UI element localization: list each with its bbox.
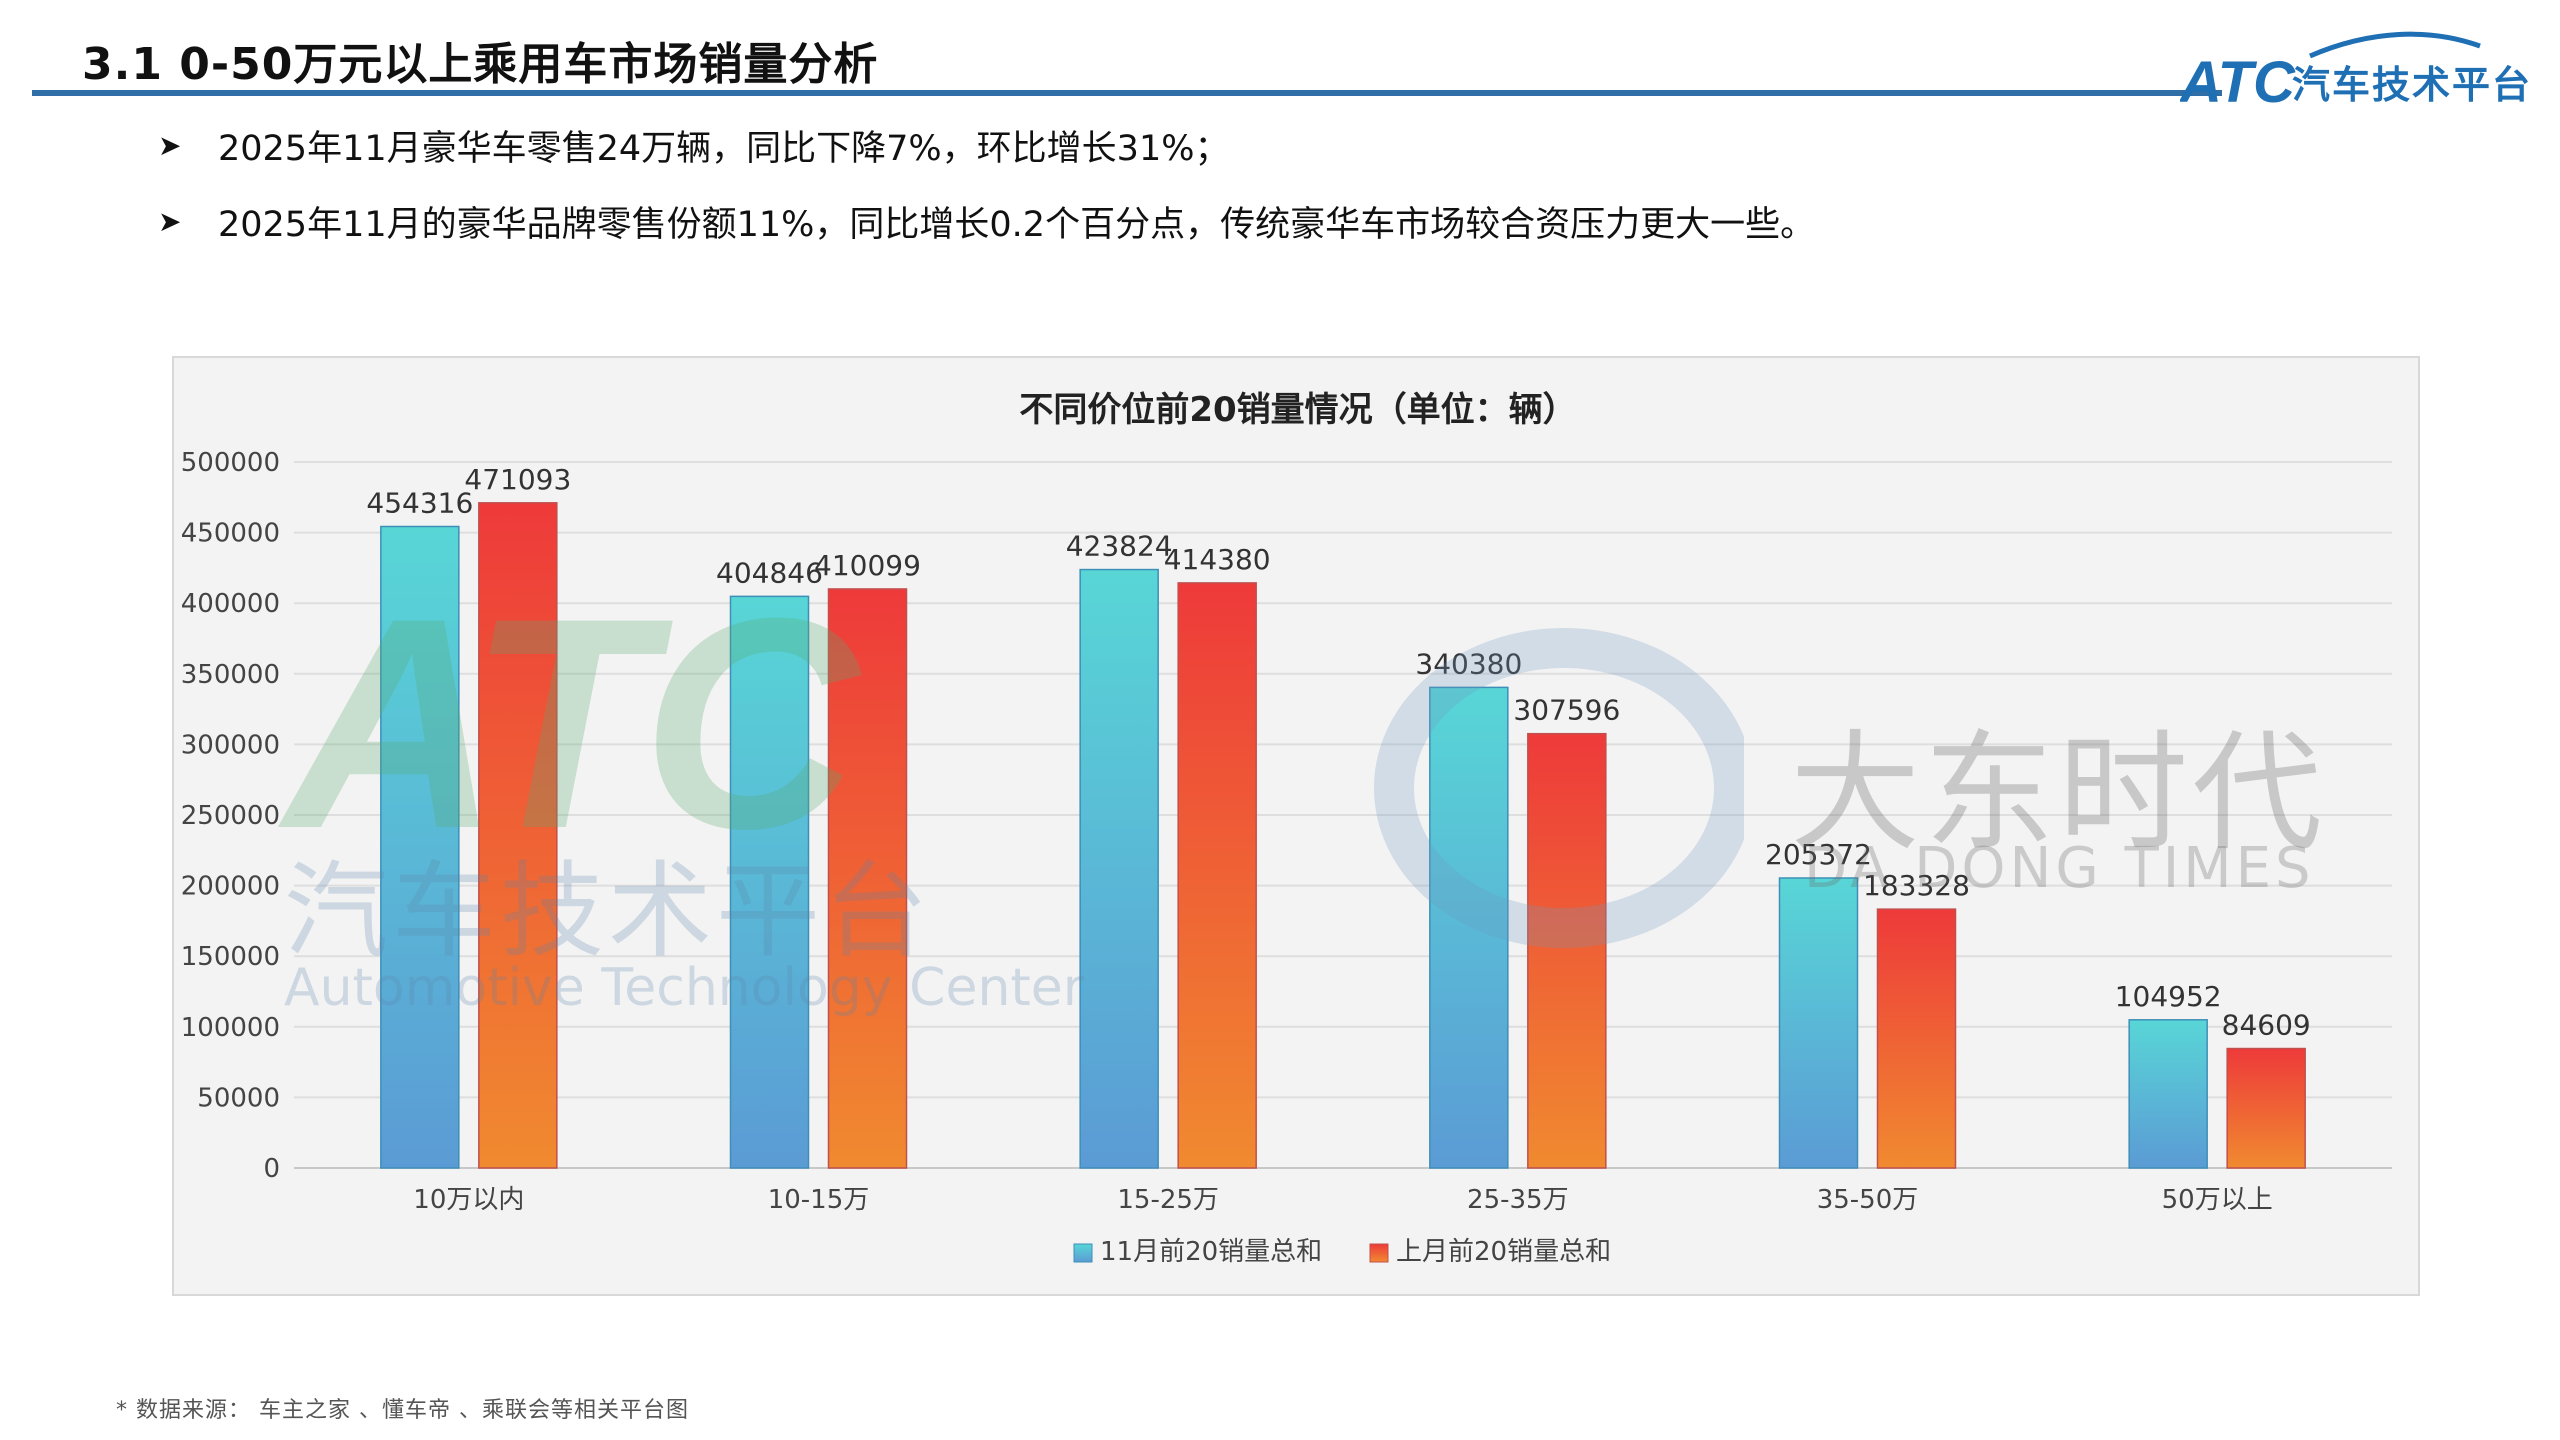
x-tick-label: 10万以内 xyxy=(413,1185,524,1215)
bullet-item: ➤ 2025年11月豪华车零售24万辆，同比下降7%，环比增长31%； xyxy=(158,122,1815,169)
bar-series-1 xyxy=(1079,568,1159,1169)
bar-series-2 xyxy=(827,588,908,1169)
logo-mark: ATC xyxy=(2180,50,2296,112)
chart-title: 不同价位前20销量情况（单位：辆） xyxy=(1019,390,1577,430)
legend-label: 上月前20销量总和 xyxy=(1396,1237,1611,1267)
data-label: 307596 xyxy=(1513,694,1620,727)
y-tick-label: 350000 xyxy=(181,660,280,690)
bar-series-2 xyxy=(2226,1047,2306,1169)
bullet-item: ➤ 2025年11月的豪华品牌零售份额11%，同比增长0.2个百分点，传统豪华车… xyxy=(158,198,1816,245)
bar-series-2 xyxy=(1876,908,1957,1169)
bullet-text: 2025年11月的豪华品牌零售份额11%，同比增长0.2个百分点，传统豪华车市场… xyxy=(218,204,1816,245)
x-tick-label: 50万以上 xyxy=(2162,1185,2273,1215)
bar-series-2 xyxy=(1177,582,1257,1169)
bar-series-1 xyxy=(2128,1019,2208,1169)
x-tick-label: 25-35万 xyxy=(1467,1185,1569,1215)
x-tick-label: 15-25万 xyxy=(1117,1185,1219,1215)
chart-panel: 0 50000 100000 150000 200000 250000 300000 3500… xyxy=(172,356,2420,1296)
x-tick-label: 10-15万 xyxy=(768,1185,870,1215)
bullet-text: 2025年11月豪华车零售24万辆，同比下降7%，环比增长31%； xyxy=(218,128,1230,169)
data-label: 340380 xyxy=(1415,647,1522,680)
bar-series-1 xyxy=(1429,686,1509,1169)
legend-swatch xyxy=(1369,1243,1389,1263)
atc-logo: ATC xyxy=(2180,31,2481,112)
logo-car-arc-icon xyxy=(2309,31,2481,59)
y-tick-label: 400000 xyxy=(181,589,280,619)
data-label: 454316 xyxy=(366,487,473,520)
y-tick-label: 0 xyxy=(263,1154,280,1184)
logo-subtitle: 汽车技术平台 xyxy=(2292,63,2533,107)
bar-series-2 xyxy=(478,502,558,1169)
y-tick-label: 450000 xyxy=(181,519,280,549)
source-note: * 数据来源： 车主之家 、懂车帝 、乘联会等相关平台图 xyxy=(116,1398,689,1423)
data-label: 84609 xyxy=(2222,1009,2311,1042)
bullet-list: ➤ 2025年11月豪华车零售24万辆，同比下降7%，环比增长31%； ➤ 20… xyxy=(158,122,1815,274)
bar-chart: 0 50000 100000 150000 200000 250000 300000 3500… xyxy=(181,448,2392,1267)
legend-label: 11月前20销量总和 xyxy=(1100,1237,1322,1267)
data-label: 423824 xyxy=(1066,530,1173,563)
y-tick-label: 250000 xyxy=(181,801,280,831)
data-label: 414380 xyxy=(1164,543,1271,576)
y-tick-label: 200000 xyxy=(181,872,280,902)
data-label: 471093 xyxy=(464,463,571,496)
data-label: 104952 xyxy=(2115,980,2222,1013)
data-label: 410099 xyxy=(814,549,921,582)
y-tick-label: 150000 xyxy=(181,942,280,972)
data-label: 205372 xyxy=(1765,838,1872,871)
arrow-bullet-icon: ➤ xyxy=(158,204,182,238)
y-tick-label: 500000 xyxy=(181,448,280,478)
page-title: 3.1 0-50万元以上乘用车市场销量分析 xyxy=(82,39,879,90)
y-tick-label: 100000 xyxy=(181,1013,280,1043)
bar-series-1 xyxy=(380,525,460,1169)
data-label: 183328 xyxy=(1863,869,1970,902)
y-tick-label: 50000 xyxy=(197,1083,280,1113)
bar-series-2 xyxy=(1527,732,1607,1169)
bar-series-1 xyxy=(1778,877,1859,1169)
bar-series-1 xyxy=(729,595,810,1169)
x-tick-label: 35-50万 xyxy=(1817,1185,1919,1215)
title-rule xyxy=(32,90,2222,96)
legend-swatch xyxy=(1073,1243,1093,1263)
arrow-bullet-icon: ➤ xyxy=(158,128,182,162)
y-tick-label: 300000 xyxy=(181,730,280,760)
data-label: 404846 xyxy=(716,556,823,589)
